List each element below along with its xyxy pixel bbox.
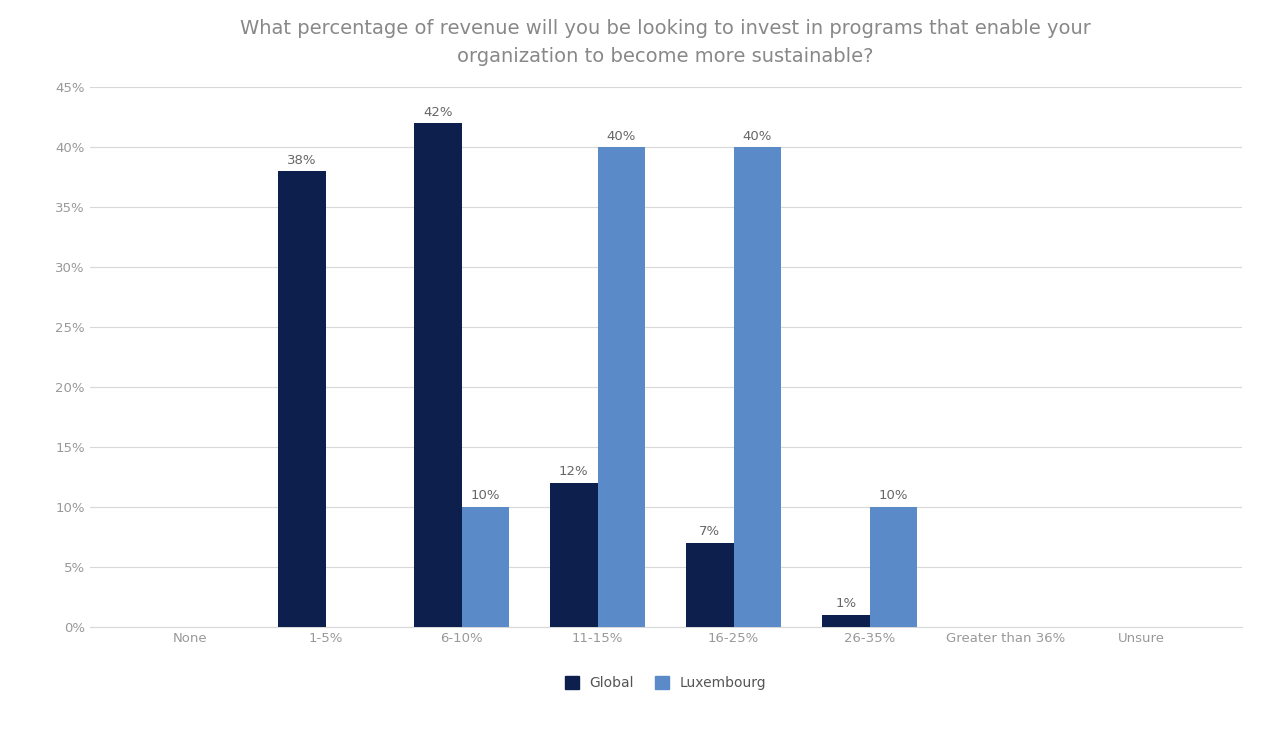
Bar	[869, 507, 918, 627]
Bar	[686, 543, 733, 627]
Bar	[733, 147, 781, 627]
Text: 10%: 10%	[878, 489, 909, 502]
Legend: Global, Luxembourg: Global, Luxembourg	[564, 676, 767, 690]
Bar	[462, 507, 509, 627]
Text: 1%: 1%	[836, 597, 856, 610]
Bar	[278, 171, 325, 627]
Bar	[413, 123, 462, 627]
Text: 40%: 40%	[742, 130, 772, 143]
Text: 7%: 7%	[699, 525, 721, 538]
Text: 42%: 42%	[422, 106, 453, 119]
Text: 12%: 12%	[559, 465, 589, 478]
Bar	[550, 483, 598, 627]
Text: 38%: 38%	[287, 154, 316, 167]
Text: 10%: 10%	[471, 489, 500, 502]
Bar	[598, 147, 645, 627]
Title: What percentage of revenue will you be looking to invest in programs that enable: What percentage of revenue will you be l…	[241, 20, 1091, 66]
Text: 40%: 40%	[607, 130, 636, 143]
Bar	[822, 615, 869, 627]
